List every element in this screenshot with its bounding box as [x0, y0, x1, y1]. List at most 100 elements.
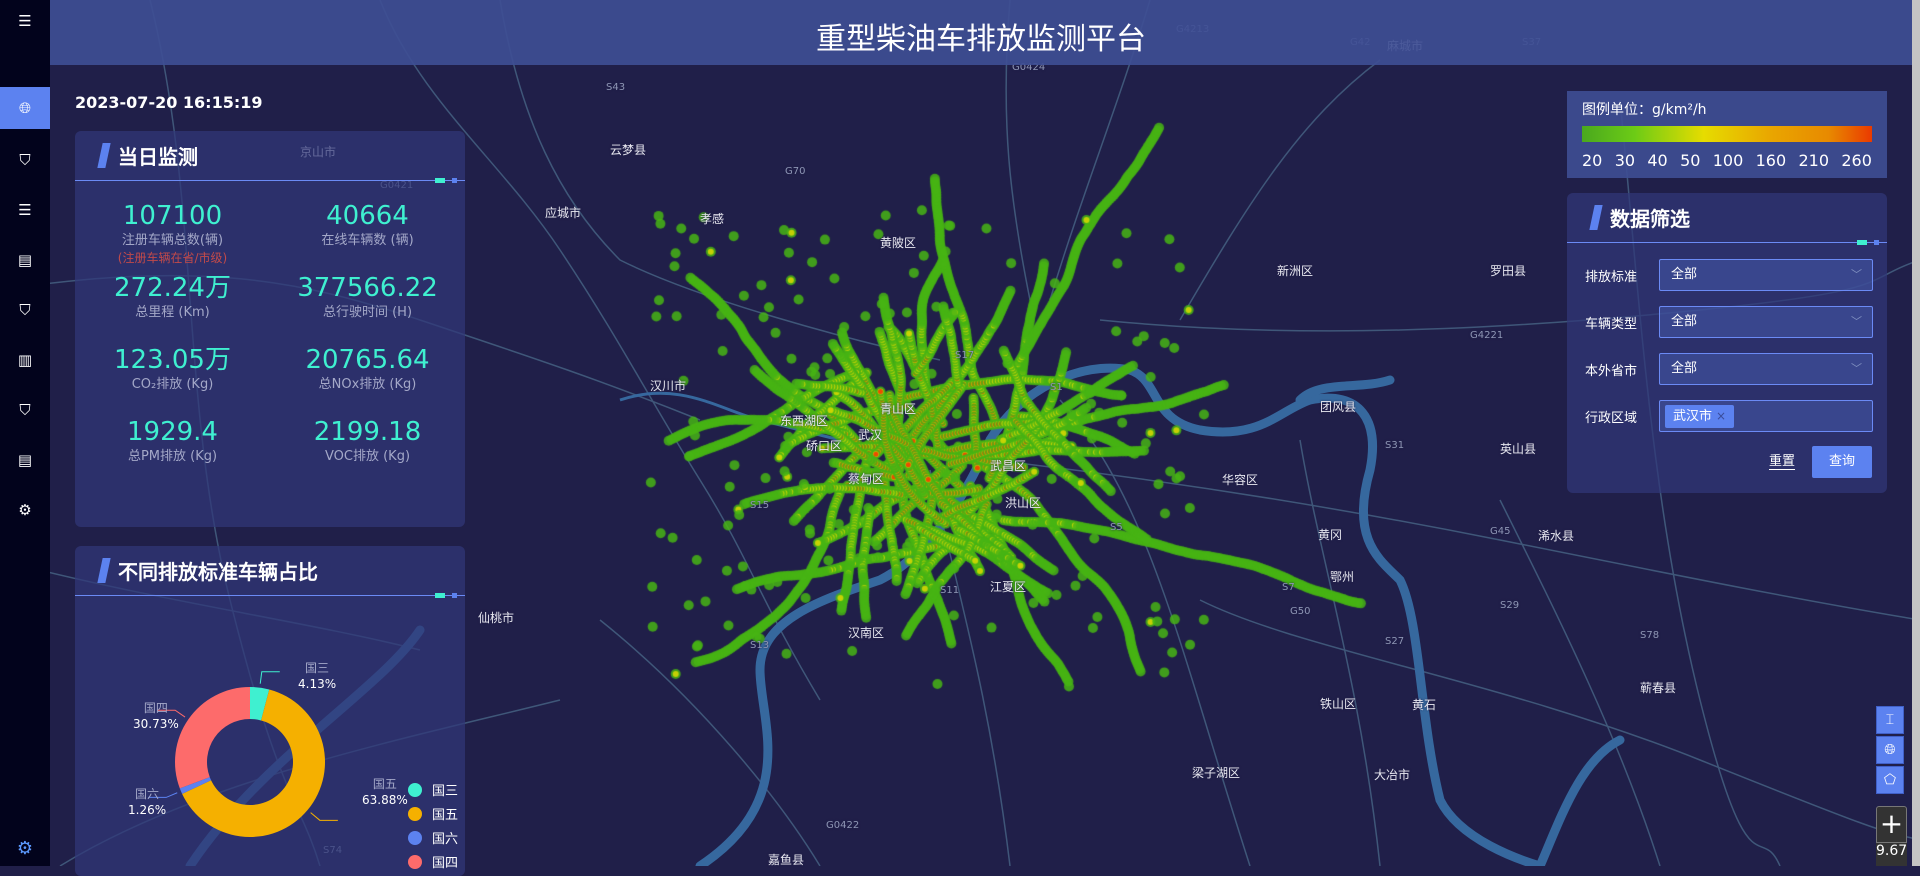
road-label: S15 — [750, 500, 770, 511]
stat-item: 40664 在线车辆数 (辆) — [270, 201, 465, 273]
sidebar-item-shield-3[interactable]: ⛉ — [0, 389, 50, 431]
stat-item: 107100 注册车辆总数(辆) (注册车辆在省/市级) — [75, 201, 270, 273]
menu-toggle-icon[interactable]: ☰ — [18, 12, 32, 30]
stat-label: 注册车辆总数(辆) — [121, 233, 224, 248]
layers-icon[interactable]: ⬠ — [1876, 766, 1904, 794]
globe-icon[interactable]: 🌐︎ — [1876, 736, 1904, 764]
stat-value: 123.05万 — [114, 345, 231, 375]
decor-dot — [435, 178, 445, 183]
sidebar-item-settings[interactable]: ⚙ — [0, 489, 50, 531]
sidebar-item-document-2[interactable]: ▤ — [0, 439, 50, 481]
legend-label: 国六 — [432, 832, 459, 847]
donut-slice-3[interactable] — [174, 687, 250, 789]
vehicle-type-select[interactable]: 全部 ﹀ — [1659, 306, 1873, 338]
sidebar-item-shield-1[interactable]: ⛉ — [0, 139, 50, 181]
legend-item[interactable]: 国四 — [408, 852, 458, 871]
sidebar-item-shield-2[interactable]: ⛉ — [0, 289, 50, 331]
tag-close-icon[interactable]: × — [1716, 409, 1727, 423]
zoom-in-button[interactable]: + — [1876, 806, 1907, 843]
place-label: 江夏区 — [990, 580, 1027, 594]
road-label: S7 — [1282, 582, 1295, 593]
settings-blue-icon[interactable]: ⚙ — [16, 837, 34, 859]
legend-item[interactable]: 国三 — [408, 780, 458, 799]
label-leader-line — [259, 671, 280, 684]
donut-label: 国六 1.26% — [128, 786, 166, 818]
place-label: 团风县 — [1320, 400, 1357, 414]
place-label: 浠水县 — [1538, 529, 1575, 543]
place-label: 硚口区 — [806, 439, 843, 453]
stat-value: 377566.22 — [297, 273, 438, 303]
province-select[interactable]: 全部 ﹀ — [1659, 353, 1873, 385]
place-label: 黄冈 — [1318, 528, 1343, 542]
place-label: 武昌区 — [990, 459, 1027, 473]
decor-dot — [435, 593, 445, 598]
filter-region: 行政区域 武汉市 × — [1585, 400, 1875, 432]
road-label: S31 — [1385, 440, 1405, 451]
title-accent — [1589, 205, 1603, 230]
sidebar-item-map[interactable]: 🌐︎ — [0, 87, 50, 129]
road-label: S5 — [1110, 522, 1123, 533]
legend-item[interactable]: 国六 — [408, 828, 458, 847]
road-label: S11 — [940, 585, 960, 596]
header: 重型柴油车排放监测平台 — [50, 0, 1912, 65]
region-tag: 武汉市 × — [1665, 405, 1735, 428]
settings-icon: ⚙ — [18, 501, 32, 519]
stat-label: 总里程 (Km) — [135, 305, 210, 320]
donut-slice-0[interactable] — [250, 687, 270, 721]
stats-grid: 107100 注册车辆总数(辆) (注册车辆在省/市级) 40664 在线车辆数 (辆)… — [75, 181, 465, 489]
donut-label-value: 4.13% — [298, 677, 337, 691]
place-label: 梁子湖区 — [1192, 766, 1241, 780]
place-label: 仙桃市 — [478, 611, 515, 625]
place-label: 华容区 — [1222, 473, 1259, 487]
road-label: S1 — [1050, 382, 1063, 393]
place-label: 罗田县 — [1490, 264, 1527, 278]
heatmap-legend: 图例单位：g/km²/h 20 30 40 50 100 160 210 260 — [1567, 91, 1887, 178]
select-value: 全部 — [1671, 361, 1698, 376]
data-filter-panel: 数据筛选 排放标准 全部 ﹀ 车辆类型 全部 ﹀ 本外省市 全部 ﹀ 行政区域 武汉市… — [1567, 193, 1887, 493]
legend-tick: 40 — [1647, 151, 1668, 170]
panel-title: 数据筛选 — [1610, 207, 1690, 231]
legend-gradient-bar — [1582, 126, 1872, 142]
chevron-down-icon: ﹀ — [1851, 268, 1862, 281]
donut-chart — [148, 671, 338, 837]
stat-item: 2199.18 VOC排放 (Kg) — [270, 417, 465, 489]
sidebar-item-document-1[interactable]: ▤ — [0, 239, 50, 281]
sidebar-item-list[interactable]: ☰ — [0, 189, 50, 231]
ruler-icon[interactable]: ⌶ — [1876, 706, 1904, 734]
donut-slice-1[interactable] — [182, 689, 326, 837]
stat-item: 272.24万总里程 (Km) — [75, 273, 270, 345]
stat-label: VOC排放 (Kg) — [324, 449, 411, 464]
panel-title: 当日监测 — [118, 145, 198, 169]
stat-label: 总PM排放 (Kg) — [127, 449, 218, 464]
sidebar-item-chart[interactable]: ▥ — [0, 339, 50, 381]
region-multiselect[interactable]: 武汉市 × — [1659, 400, 1873, 432]
query-button[interactable]: 查询 — [1812, 446, 1872, 478]
panel-header: 当日监测 — [75, 131, 465, 183]
bar-chart-icon: ▥ — [17, 351, 33, 369]
donut-slice-2[interactable] — [179, 777, 212, 794]
reset-button[interactable]: 重置 — [1769, 454, 1796, 469]
place-label: 武汉 — [858, 428, 883, 442]
document-list-icon: ▤ — [17, 451, 33, 469]
panel-header: 数据筛选 — [1567, 193, 1887, 245]
legend-item[interactable]: 国五 — [408, 804, 458, 823]
road-label: G45 — [1490, 526, 1511, 537]
panel-header: 不同排放标准车辆占比 — [75, 546, 465, 598]
label-leader-line — [157, 709, 186, 718]
field-label: 行政区域 — [1585, 410, 1638, 426]
donut-label-name: 国三 — [305, 661, 330, 675]
road-label: S78 — [1640, 630, 1660, 641]
legend-swatch — [408, 806, 422, 821]
page-scrollbar[interactable] — [1912, 0, 1920, 866]
place-label: 蔡甸区 — [848, 472, 885, 486]
select-value: 全部 — [1671, 267, 1698, 282]
daily-monitor-panel: 当日监测 107100 注册车辆总数(辆) (注册车辆在省/市级) 40664 在线车辆… — [75, 131, 465, 527]
road-label: S13 — [750, 640, 770, 651]
list-icon: ☰ — [18, 201, 32, 219]
emission-standard-select[interactable]: 全部 ﹀ — [1659, 259, 1873, 291]
legend-label: 国五 — [432, 808, 459, 823]
stat-value: 272.24万 — [114, 273, 231, 303]
place-label: 黄石 — [1412, 698, 1437, 712]
stat-value: 20765.64 — [305, 345, 430, 375]
road-label: G0422 — [826, 820, 860, 831]
